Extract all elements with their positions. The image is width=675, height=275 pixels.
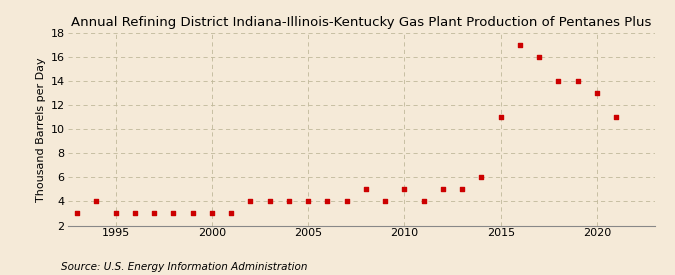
Point: [591, 91, 602, 95]
Point: [110, 211, 121, 216]
Point: [284, 199, 294, 204]
Point: [457, 187, 468, 192]
Point: [148, 211, 159, 216]
Point: [495, 115, 506, 119]
Point: [534, 55, 545, 59]
Point: [168, 211, 179, 216]
Point: [611, 115, 622, 119]
Point: [265, 199, 275, 204]
Y-axis label: Thousand Barrels per Day: Thousand Barrels per Day: [36, 57, 47, 202]
Point: [437, 187, 448, 192]
Point: [342, 199, 352, 204]
Point: [322, 199, 333, 204]
Point: [72, 211, 82, 216]
Point: [187, 211, 198, 216]
Point: [553, 79, 564, 83]
Point: [225, 211, 236, 216]
Point: [418, 199, 429, 204]
Point: [572, 79, 583, 83]
Point: [207, 211, 217, 216]
Point: [514, 43, 525, 47]
Point: [399, 187, 410, 192]
Point: [360, 187, 371, 192]
Title: Annual Refining District Indiana-Illinois-Kentucky Gas Plant Production of Penta: Annual Refining District Indiana-Illinoi…: [71, 16, 651, 29]
Point: [91, 199, 102, 204]
Point: [245, 199, 256, 204]
Point: [130, 211, 140, 216]
Point: [303, 199, 314, 204]
Text: Source: U.S. Energy Information Administration: Source: U.S. Energy Information Administ…: [61, 262, 307, 272]
Point: [380, 199, 391, 204]
Point: [476, 175, 487, 180]
